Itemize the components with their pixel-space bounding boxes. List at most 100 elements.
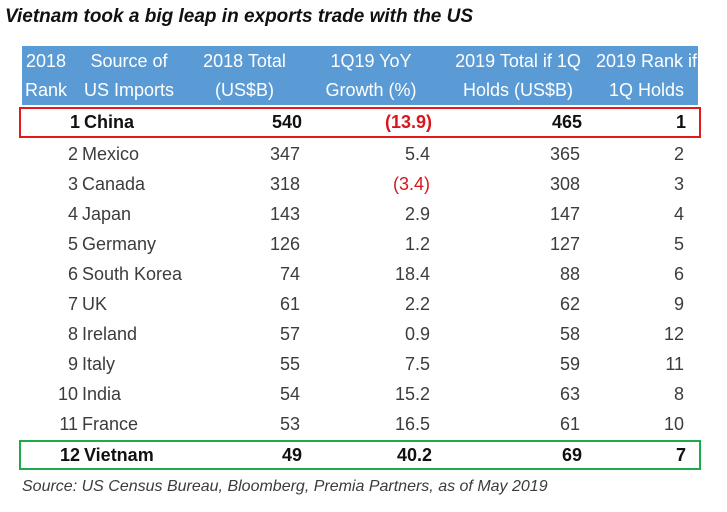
cell-total-2018: 126 (269, 234, 300, 254)
cell-growth: 1.2 (404, 234, 430, 254)
cell-total-2019: 62 (559, 294, 580, 314)
cell-total-2018: 347 (269, 144, 300, 164)
cell-total-2019: 365 (549, 144, 580, 164)
cell-total-2018: 55 (279, 354, 300, 374)
header-total-2018: 2018 Total (US$B) (188, 46, 301, 105)
cell-growth: 15.2 (394, 384, 430, 404)
cell-total-2019: 59 (559, 354, 580, 374)
cell-total-2019: 63 (559, 384, 580, 404)
header-total-2018-line1: 2018 Total (203, 51, 286, 71)
cell-growth: 18.4 (394, 264, 430, 284)
cell-rank-2018: 1 (69, 112, 80, 132)
header-growth: 1Q19 YoY Growth (%) (301, 46, 441, 105)
cell-country: France (82, 414, 139, 434)
cell-growth: (13.9) (384, 112, 432, 132)
table-row: 5 Germany 126 1.2 127 5 (22, 229, 698, 259)
cell-rank-2018: 8 (67, 324, 78, 344)
cell-country: South Korea (82, 264, 183, 284)
table-row: 6 South Korea 74 18.4 88 6 (22, 259, 698, 289)
table-row: 11 France 53 16.5 61 10 (22, 409, 698, 439)
cell-total-2019: 69 (561, 445, 582, 465)
cell-country: Ireland (82, 324, 138, 344)
cell-growth: 7.5 (404, 354, 430, 374)
cell-total-2018: 143 (269, 204, 300, 224)
cell-total-2018: 49 (281, 445, 302, 465)
cell-total-2018: 74 (279, 264, 300, 284)
cell-country: China (84, 112, 135, 132)
cell-rank-2018: 11 (59, 414, 78, 434)
header-total-2019-line1: 2019 Total if 1Q (455, 51, 581, 71)
cell-country: Germany (82, 234, 157, 254)
cell-rank-2019: 6 (673, 264, 684, 284)
cell-total-2019: 465 (551, 112, 582, 132)
cell-rank-2018: 6 (67, 264, 78, 284)
table-row: 7 UK 61 2.2 62 9 (22, 289, 698, 319)
cell-rank-2019: 9 (673, 294, 684, 314)
cell-growth: (3.4) (392, 174, 430, 194)
cell-total-2018: 57 (279, 324, 300, 344)
cell-country: Canada (82, 174, 146, 194)
cell-country: India (82, 384, 122, 404)
cell-total-2019: 88 (559, 264, 580, 284)
table-row: 9 Italy 55 7.5 59 11 (22, 349, 698, 379)
cell-country: Vietnam (84, 445, 154, 465)
cell-total-2018: 53 (279, 414, 300, 434)
cell-rank-2018: 10 (57, 384, 78, 404)
header-total-2018-line2: (US$B) (214, 80, 274, 100)
header-rank-2018: 2018 Rank (22, 46, 70, 105)
cell-rank-2018: 12 (59, 445, 80, 465)
cell-rank-2018: 3 (67, 174, 78, 194)
cell-rank-2019: 2 (673, 144, 684, 164)
cell-rank-2019: 12 (663, 324, 684, 344)
header-total-2019-line2: Holds (US$B) (462, 80, 574, 100)
cell-rank-2019: 4 (673, 204, 684, 224)
cell-rank-2019: 11 (665, 354, 684, 374)
header-source-line2: US Imports (83, 80, 175, 100)
cell-total-2018: 61 (279, 294, 300, 314)
cell-total-2019: 147 (549, 204, 580, 224)
imports-table: 2018 Rank Source of US Imports 2018 Tota… (19, 46, 701, 470)
cell-rank-2018: 4 (67, 204, 78, 224)
cell-growth: 2.2 (404, 294, 430, 314)
header-rank-2018-line1: 2018 (25, 51, 67, 71)
table-row: 3 Canada 318 (3.4) 308 3 (22, 169, 698, 199)
cell-growth: 16.5 (394, 414, 430, 434)
table-row: 2 Mexico 347 5.4 365 2 (22, 139, 698, 169)
header-rank-2019: 2019 Rank if 1Q Holds (595, 46, 698, 105)
cell-total-2018: 540 (271, 112, 302, 132)
cell-rank-2019: 3 (673, 174, 684, 194)
cell-country: Mexico (82, 144, 140, 164)
cell-total-2019: 61 (559, 414, 580, 434)
cell-rank-2019: 8 (673, 384, 684, 404)
header-growth-line1: 1Q19 YoY (330, 51, 412, 71)
cell-rank-2019: 1 (675, 112, 686, 132)
cell-total-2018: 318 (269, 174, 300, 194)
cell-total-2019: 127 (549, 234, 580, 254)
table-body: 1 China 540 (13.9) 465 1 2 Mexico 347 5.4 365 2 3 Can… (19, 107, 701, 470)
table-row: 10 India 54 15.2 63 8 (22, 379, 698, 409)
header-rank-2019-line1: 2019 Rank if (595, 51, 698, 71)
table-row: 1 China 540 (13.9) 465 1 (19, 107, 701, 138)
cell-growth: 0.9 (404, 324, 430, 344)
cell-rank-2018: 5 (67, 234, 78, 254)
header-rank-2019-line2: 1Q Holds (608, 80, 685, 100)
table-header: 2018 Rank Source of US Imports 2018 Tota… (22, 46, 698, 105)
cell-rank-2018: 9 (67, 354, 78, 374)
table-row: 8 Ireland 57 0.9 58 12 (22, 319, 698, 349)
cell-total-2019: 308 (549, 174, 580, 194)
table-row: 4 Japan 143 2.9 147 4 (22, 199, 698, 229)
cell-total-2019: 58 (559, 324, 580, 344)
cell-growth: 2.9 (404, 204, 430, 224)
cell-growth: 5.4 (404, 144, 430, 164)
cell-growth: 40.2 (396, 445, 432, 465)
cell-rank-2018: 2 (67, 144, 78, 164)
header-growth-line2: Growth (%) (325, 80, 417, 100)
header-source-line1: Source of (90, 51, 168, 71)
header-rank-2018-line2: Rank (24, 80, 68, 100)
cell-total-2018: 54 (279, 384, 300, 404)
cell-rank-2019: 5 (673, 234, 684, 254)
cell-country: Japan (82, 204, 132, 224)
header-total-2019: 2019 Total if 1Q Holds (US$B) (441, 46, 595, 105)
cell-country: UK (82, 294, 108, 314)
page-title: Vietnam took a big leap in exports trade… (5, 6, 474, 27)
